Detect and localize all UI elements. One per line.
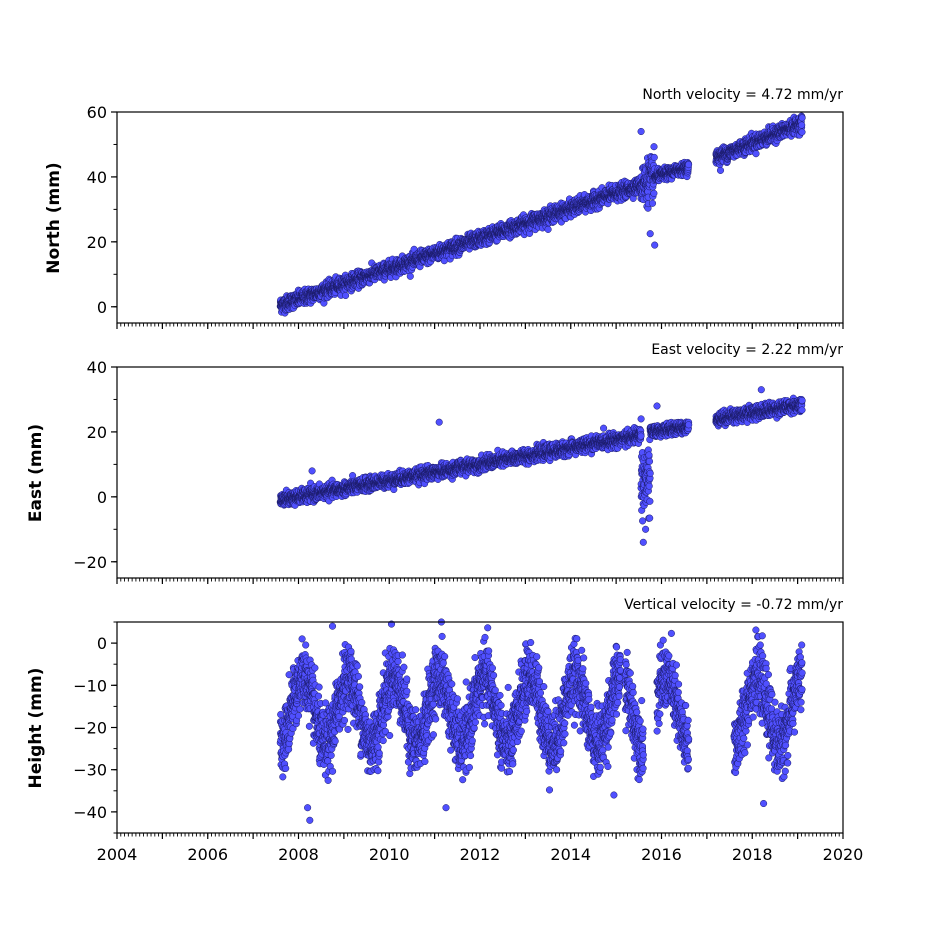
- north-data-point: [798, 114, 806, 122]
- north-data-point: [646, 230, 654, 238]
- north-y-axis-label: North (mm): [44, 162, 64, 273]
- north-data-point: [650, 189, 658, 197]
- north-data-point: [716, 166, 725, 174]
- north-data-point: [342, 291, 350, 300]
- north-data-point: [685, 161, 693, 169]
- north-data-point: [798, 121, 806, 129]
- north-data-point: [648, 199, 657, 207]
- north-data-point: [752, 150, 760, 158]
- east-y-axis-label: East (mm): [26, 424, 46, 522]
- north-y-tick-label: 0: [97, 298, 107, 317]
- north-panel-title: North velocity = 4.72 mm/yr: [642, 87, 843, 103]
- north-panel: North velocity = 4.72 mm/yr North (mm) 0…: [44, 87, 844, 329]
- north-data-point: [798, 128, 806, 136]
- north-y-tick-label: 20: [87, 233, 107, 252]
- east-panel-title: East velocity = 2.22 mm/yr: [651, 342, 843, 358]
- north-data-point: [406, 272, 414, 280]
- north-y-tick-label: 60: [87, 103, 107, 122]
- north-data-point: [650, 153, 658, 161]
- north-data-point: [651, 241, 659, 249]
- north-data-point: [544, 225, 552, 233]
- north-data-points: [276, 112, 806, 317]
- north-data-point: [650, 143, 658, 151]
- north-data-point: [637, 127, 645, 136]
- north-y-tick-label: 40: [87, 168, 107, 187]
